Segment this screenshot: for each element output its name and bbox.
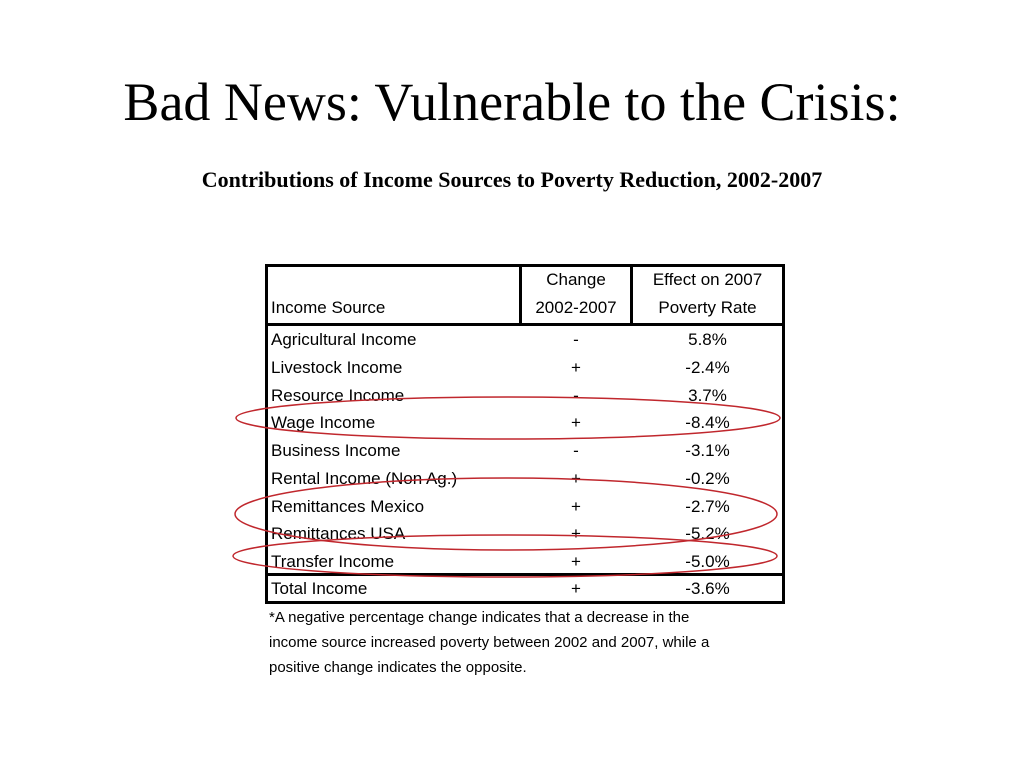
table-caption: Contributions of Income Sources to Pover… xyxy=(201,167,823,192)
total-source: Total Income xyxy=(271,579,368,598)
row-source: Wage Income xyxy=(271,413,376,433)
footnote-line: *A negative percentage change indicates … xyxy=(269,609,690,626)
total-change: + xyxy=(571,579,581,598)
row-source: Business Income xyxy=(271,441,401,460)
row-effect: -3.1% xyxy=(685,441,730,460)
table-row: Agricultural Income - 5.8% xyxy=(268,326,782,354)
table-row: Business Income - -3.1% xyxy=(268,437,782,465)
income-sources-table: Income Source Change 2002-2007 Effect on… xyxy=(265,264,785,604)
row-source: Remittances USA xyxy=(271,524,406,544)
table-row: Remittances Mexico + -2.7% xyxy=(268,493,782,521)
table-body: Agricultural Income - 5.8% Livestock Inc… xyxy=(268,326,782,576)
row-change: - xyxy=(573,441,579,460)
row-change: + xyxy=(571,552,581,571)
row-change: + xyxy=(571,413,581,433)
footnote: *A negative percentage change indicates … xyxy=(269,605,799,680)
row-effect: 3.7% xyxy=(688,385,727,405)
table-row: Remittances USA + -5.2% xyxy=(268,520,782,548)
header-change-line1: Change xyxy=(546,270,606,289)
row-effect: 5.8% xyxy=(688,330,727,349)
row-source: Livestock Income xyxy=(271,357,403,377)
row-change: + xyxy=(571,468,581,488)
row-effect: -8.4% xyxy=(685,413,730,433)
row-change: - xyxy=(573,385,579,405)
row-change: - xyxy=(573,330,579,349)
column-divider xyxy=(630,267,633,323)
header-effect: Effect on 2007 Poverty Rate xyxy=(633,266,782,322)
row-change: + xyxy=(571,524,581,544)
table-row: Livestock Income + -2.4% xyxy=(268,354,782,382)
slide-title: Bad News: Vulnerable to the Crisis: xyxy=(123,72,901,132)
table-row: Wage Income + -8.4% xyxy=(268,409,782,437)
header-change-line2: 2002-2007 xyxy=(535,298,617,317)
table-row: Rental Income (Non Ag.) + -0.2% xyxy=(268,465,782,493)
total-row: Total Income + -3.6% xyxy=(268,576,782,601)
row-effect: -2.4% xyxy=(685,357,730,377)
row-source: Resource Income xyxy=(271,385,405,405)
table-header: Income Source Change 2002-2007 Effect on… xyxy=(268,267,782,326)
table-row: Transfer Income + -5.0% xyxy=(268,548,782,576)
header-effect-line1: Effect on 2007 xyxy=(652,270,763,289)
row-source: Transfer Income xyxy=(271,552,395,571)
footnote-line: income source increased poverty between … xyxy=(269,634,710,651)
row-source: Agricultural Income xyxy=(271,330,417,349)
row-change: + xyxy=(571,357,581,377)
total-effect: -3.6% xyxy=(685,579,730,598)
header-change: Change 2002-2007 xyxy=(522,266,630,322)
row-source: Rental Income (Non Ag.) xyxy=(271,468,458,488)
row-effect: -2.7% xyxy=(685,496,730,516)
row-change: + xyxy=(571,496,581,516)
column-divider xyxy=(519,267,522,323)
row-effect: -5.0% xyxy=(685,552,730,571)
header-effect-line2: Poverty Rate xyxy=(658,298,757,317)
footnote-line: positive change indicates the opposite. xyxy=(269,659,527,676)
header-income-source: Income Source xyxy=(271,298,386,317)
row-effect: -5.2% xyxy=(685,524,730,544)
table-row: Resource Income - 3.7% xyxy=(268,382,782,410)
row-source: Remittances Mexico xyxy=(271,496,425,516)
row-effect: -0.2% xyxy=(685,468,730,488)
